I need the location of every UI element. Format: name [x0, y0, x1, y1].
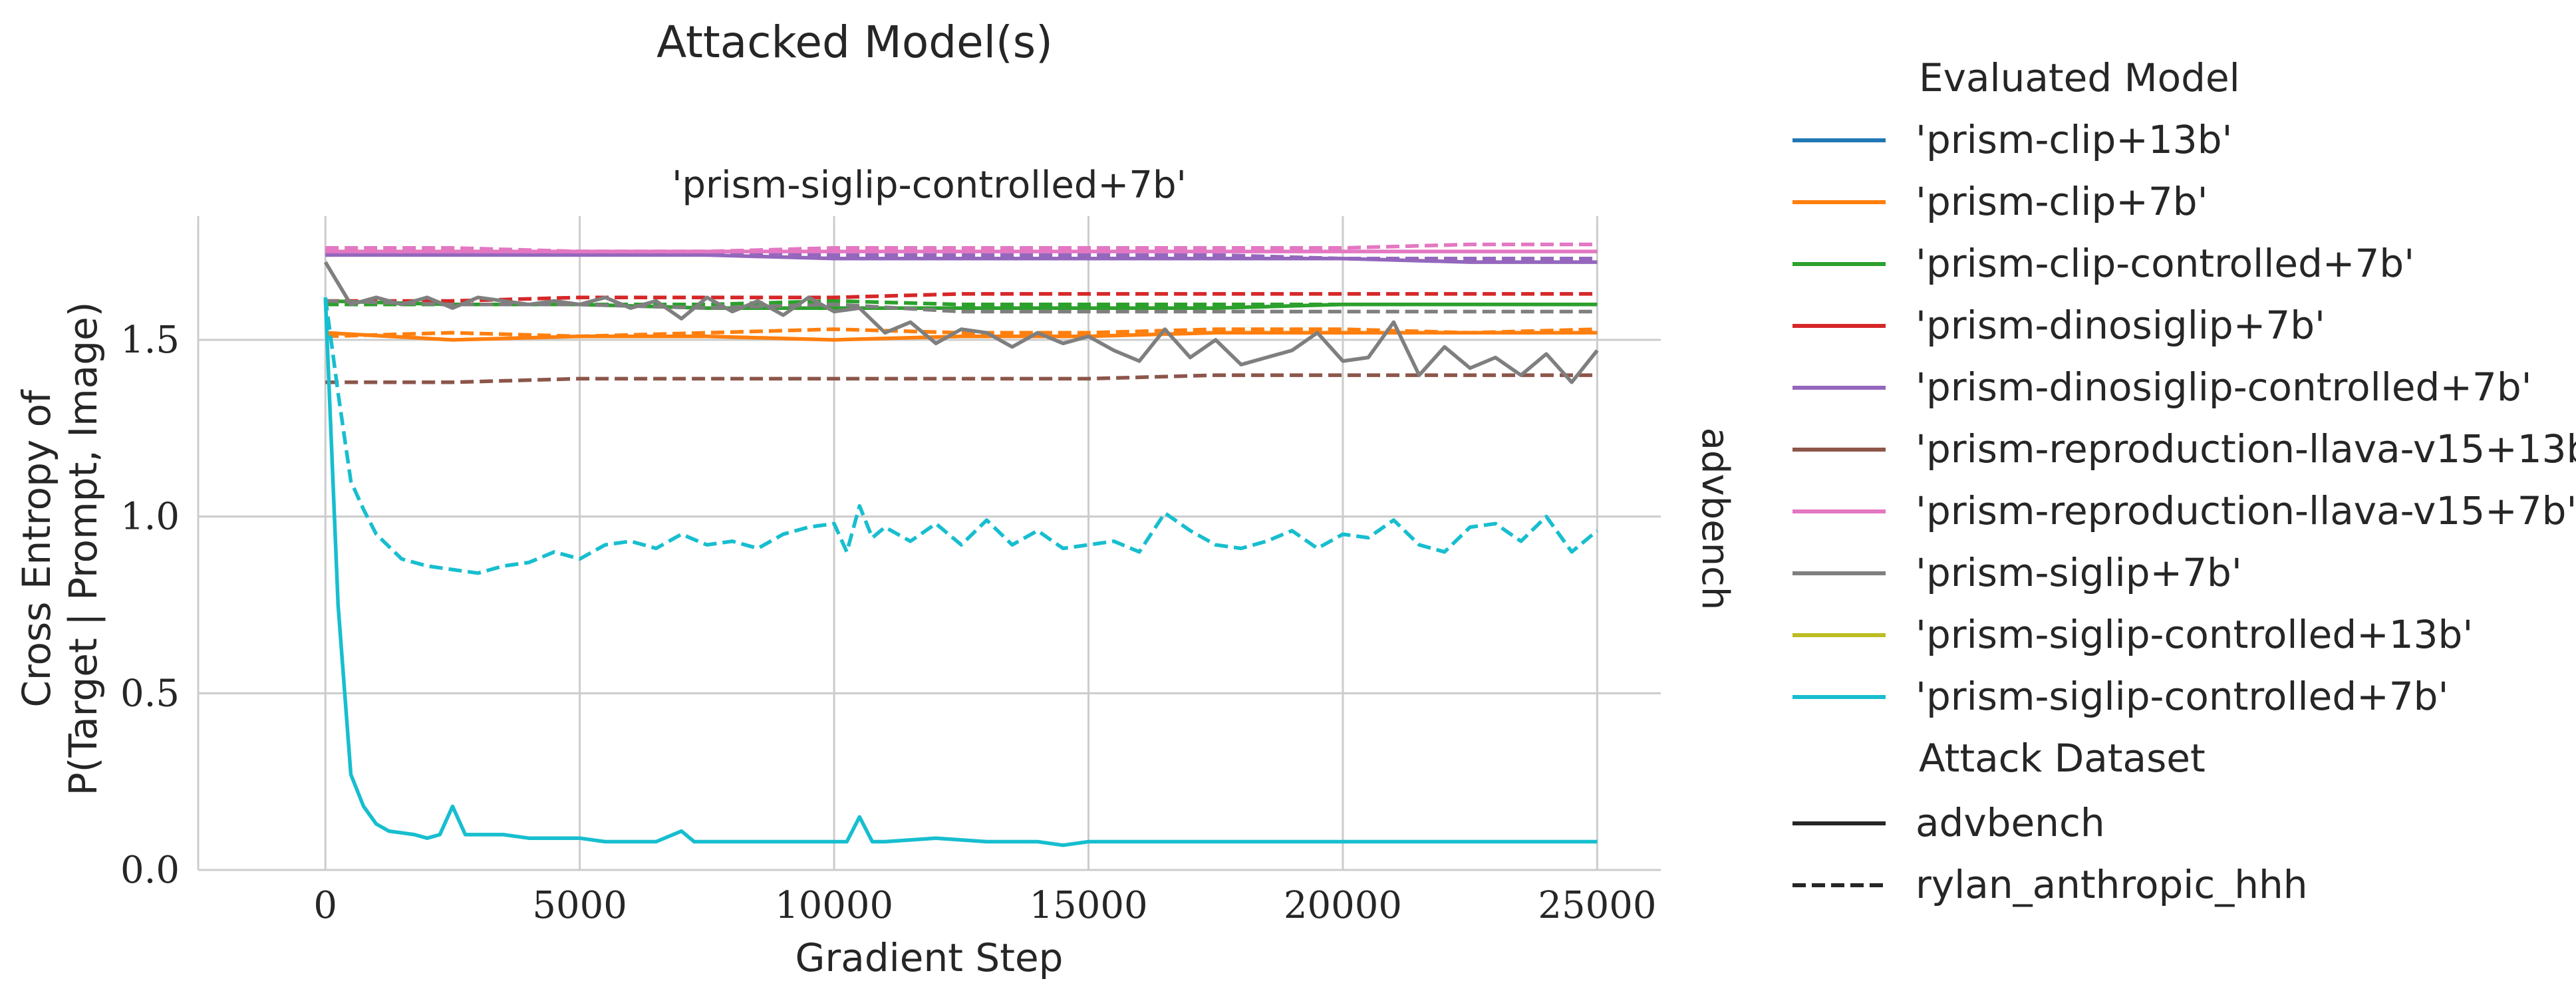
x-axis-label: Gradient Step — [795, 935, 1064, 980]
series-line-prism-reproduction-llava-v15-13b-rylan-anthropic-hhh — [325, 373, 1598, 384]
legend-model-entries: 'prism-clip+13b' 'prism-clip+7b' 'prism-cl… — [1792, 117, 2576, 719]
x-tick-label: 0 — [313, 884, 337, 927]
legend-label: 'prism-reproduction-llava-v15+7b' — [1916, 488, 2576, 533]
y-tick-label: 0.5 — [120, 672, 180, 715]
legend-label: 'prism-clip-controlled+7b' — [1916, 241, 2414, 286]
y-tick-label: 1.5 — [120, 319, 180, 362]
y-tick-label: 1.0 — [120, 495, 180, 539]
tick-labels: 0 5000 10000 15000 20000 25000 0.0 0.5 1.0 1.5 — [120, 319, 1657, 927]
x-tick-label: 15000 — [1029, 884, 1147, 927]
series-line-prism-dinosiglip-controlled-7b-advbench — [325, 253, 1598, 264]
legend-label: 'prism-clip+7b' — [1916, 179, 2208, 224]
x-tick-label: 5000 — [532, 884, 627, 927]
legend-label: 'prism-dinosiglip-controlled+7b' — [1916, 364, 2532, 410]
legend: Evaluated Model 'prism-clip+13b''prism-c… — [1792, 55, 2576, 907]
row-facet-label: advbench — [1693, 428, 1737, 611]
facet-title: 'prism-siglip-controlled+7b' — [672, 164, 1187, 207]
series-line-prism-clip-7b-advbench — [325, 331, 1598, 342]
x-tick-label: 10000 — [775, 884, 893, 927]
legend-hue-title: Evaluated Model — [1919, 55, 2240, 100]
y-tick-label: 0.0 — [120, 849, 180, 892]
legend-label: 'prism-siglip+7b' — [1916, 550, 2242, 595]
legend-style-label: rylan_anthropic_hhh — [1916, 862, 2308, 907]
x-tick-label: 25000 — [1538, 884, 1656, 927]
legend-label: 'prism-dinosiglip+7b' — [1916, 303, 2325, 348]
y-axis-label-line-2: P(Target | Prompt, Image) — [61, 302, 106, 796]
gridlines — [198, 216, 1661, 871]
series-line-prism-siglip-controlled-7b-advbench — [323, 297, 1598, 847]
legend-label: 'prism-siglip-controlled+13b' — [1916, 612, 2473, 657]
x-tick-label: 20000 — [1284, 884, 1402, 927]
legend-style-entries: advbench rylan_anthropic_hhh — [1792, 800, 2308, 907]
legend-label: 'prism-reproduction-llava-v15+13b' — [1916, 426, 2576, 472]
legend-style-label: advbench — [1916, 800, 2105, 845]
series-line-prism-siglip-7b-advbench — [323, 261, 1599, 384]
series-line-prism-dinosiglip-7b-rylan-anthropic-hhh — [325, 292, 1598, 303]
legend-label: 'prism-siglip-controlled+7b' — [1916, 674, 2448, 719]
legend-label: 'prism-clip+13b' — [1916, 117, 2232, 162]
legend-style-title: Attack Dataset — [1919, 736, 2206, 781]
series-layer — [323, 242, 1599, 847]
y-axis-label-line-1: Cross Entropy of — [14, 389, 59, 708]
series-line-prism-siglip-controlled-7b-rylan-anthropic-hhh — [323, 297, 1599, 575]
axes — [197, 216, 1661, 871]
suptitle: Attacked Model(s) — [656, 17, 1053, 68]
